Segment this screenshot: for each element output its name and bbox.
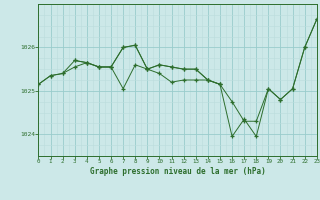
X-axis label: Graphe pression niveau de la mer (hPa): Graphe pression niveau de la mer (hPa) <box>90 167 266 176</box>
